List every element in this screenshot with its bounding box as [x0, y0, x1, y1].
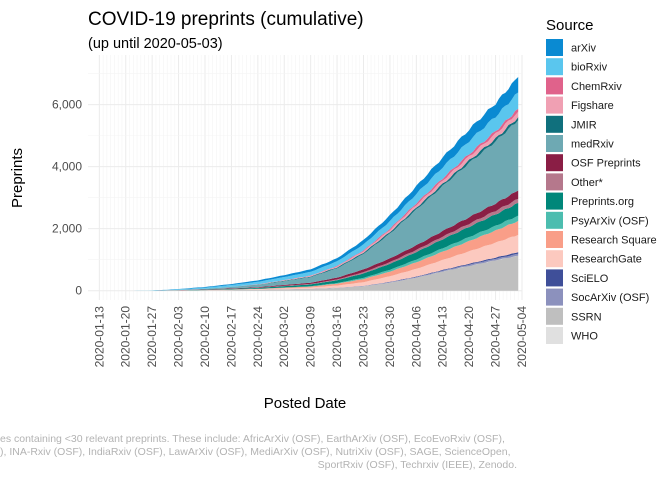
plot-area: [88, 55, 523, 300]
legend-label: Preprints.org: [571, 196, 634, 208]
legend-item: medRxiv: [546, 135, 614, 152]
legend-swatch: [546, 288, 563, 306]
legend-label: JMIR: [571, 119, 597, 131]
legend-label: SSRN: [571, 311, 602, 323]
legend: Source arXiv bioRxiv ChemRxiv Figshare JMIR m…: [546, 17, 657, 344]
legend-item: WHO: [546, 327, 598, 344]
y-axis-title: Preprints: [9, 148, 26, 208]
legend-label: WHO: [571, 331, 598, 343]
y-tick-label: 0: [75, 284, 82, 298]
x-tick-label: 2020-03-09: [304, 306, 318, 368]
caption-line-1: es containing <30 relevant preprints. Th…: [0, 433, 505, 445]
legend-item: bioRxiv: [546, 58, 608, 76]
x-tick-label: 2020-04-27: [489, 306, 503, 368]
legend-item: Figshare: [546, 96, 614, 114]
stacked-areas: [99, 77, 519, 291]
legend-item: ChemRxiv: [546, 77, 622, 95]
legend-item: Research Square: [546, 231, 657, 248]
legend-swatch: [546, 96, 563, 114]
x-tick-label: 2020-02-10: [198, 306, 212, 368]
legend-item: SSRN: [546, 307, 602, 325]
legend-label: SciELO: [571, 273, 609, 285]
legend-item: PsyArXiv (OSF): [546, 211, 649, 229]
chart-title: COVID-19 preprints (cumulative): [88, 9, 364, 30]
legend-swatch: [546, 154, 563, 172]
legend-label: medRxiv: [571, 139, 614, 151]
y-tick-label: 4,000: [52, 160, 82, 174]
legend-swatch: [546, 115, 563, 133]
legend-item: Preprints.org: [546, 192, 634, 210]
legend-swatch: [546, 327, 563, 344]
legend-label: ResearchGate: [571, 254, 642, 266]
legend-swatch: [546, 307, 563, 325]
legend-swatch: [546, 39, 563, 56]
legend-swatch: [546, 211, 563, 229]
legend-item: arXiv: [546, 39, 597, 56]
legend-swatch: [546, 250, 563, 268]
legend-item: SciELO: [546, 269, 609, 287]
legend-item: SocArXiv (OSF): [546, 288, 649, 306]
legend-item: OSF Preprints: [546, 154, 641, 172]
x-tick-label: 2020-02-17: [224, 306, 238, 368]
gridlines: [88, 55, 523, 300]
legend-label: Other*: [571, 177, 604, 189]
legend-label: PsyArXiv (OSF): [571, 215, 649, 227]
legend-item: JMIR: [546, 115, 597, 133]
caption-line-3: SportRxiv (OSF), Techrxiv (IEEE), Zenodo…: [318, 459, 517, 471]
area-ssrn: [99, 255, 519, 291]
legend-item: ResearchGate: [546, 250, 642, 268]
x-tick-label: 2020-01-27: [145, 306, 159, 368]
legend-title: Source: [546, 17, 594, 34]
area-medrxiv: [99, 120, 519, 291]
legend-label: SocArXiv (OSF): [571, 292, 649, 304]
legend-swatch: [546, 192, 563, 210]
x-tick-label: 2020-04-20: [462, 306, 476, 368]
legend-swatch: [546, 269, 563, 287]
legend-label: OSF Preprints: [571, 158, 641, 170]
legend-label: bioRxiv: [571, 62, 608, 74]
x-tick-label: 2020-03-02: [277, 306, 291, 368]
y-tick-label: 2,000: [52, 222, 82, 236]
caption: es containing <30 relevant preprints. Th…: [0, 433, 517, 471]
legend-label: Research Square: [571, 235, 657, 247]
legend-label: arXiv: [571, 43, 597, 55]
x-axis-title: Posted Date: [264, 395, 347, 412]
legend-item: Other*: [546, 173, 604, 191]
area-preprints-org: [99, 202, 519, 291]
y-tick-label: 6,000: [52, 98, 82, 112]
legend-swatch: [546, 58, 563, 76]
x-tick-label: 2020-02-24: [251, 306, 265, 368]
x-tick-label: 2020-01-20: [119, 306, 133, 368]
area-psyarxiv-osf-: [99, 215, 519, 291]
x-tick-label: 2020-03-16: [330, 306, 344, 368]
y-axis-ticks: 0 2,000 4,000 6,000: [52, 98, 82, 298]
x-tick-label: 2020-05-04: [515, 306, 529, 368]
x-tick-label: 2020-01-13: [92, 306, 106, 368]
x-axis-ticks: 2020-01-13 2020-01-20 2020-01-27 2020-02-03…: [92, 306, 529, 368]
legend-label: Figshare: [571, 100, 614, 112]
legend-label: ChemRxiv: [571, 81, 622, 93]
x-tick-label: 2020-04-13: [436, 306, 450, 368]
area-researchgate: [99, 234, 519, 291]
x-tick-label: 2020-04-06: [409, 306, 423, 368]
caption-line-2: ), INA-Rxiv (OSF), IndiaRxiv (OSF), LawA…: [0, 446, 511, 458]
legend-swatch: [546, 77, 563, 95]
legend-swatch: [546, 231, 563, 248]
chart-subtitle: (up until 2020-05-03): [88, 36, 223, 52]
x-tick-label: 2020-03-23: [356, 306, 370, 368]
area-research-square: [99, 220, 519, 291]
legend-swatch: [546, 135, 563, 152]
legend-swatch: [546, 173, 563, 191]
x-tick-label: 2020-03-30: [383, 306, 397, 368]
x-tick-label: 2020-02-03: [172, 306, 186, 368]
